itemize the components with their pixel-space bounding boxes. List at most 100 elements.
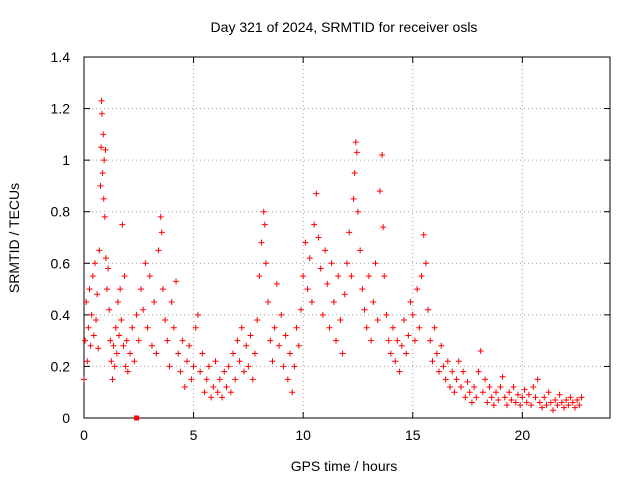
data-point bbox=[319, 311, 326, 318]
data-point bbox=[133, 311, 140, 318]
data-point bbox=[175, 350, 182, 357]
data-point bbox=[297, 306, 304, 313]
data-point bbox=[409, 311, 416, 318]
data-point bbox=[497, 384, 504, 391]
data-point bbox=[111, 363, 118, 370]
data-point bbox=[387, 350, 394, 357]
data-point bbox=[140, 306, 147, 313]
data-point bbox=[300, 273, 307, 280]
data-point bbox=[265, 298, 272, 305]
data-point bbox=[230, 350, 237, 357]
data-point bbox=[532, 394, 539, 401]
data-point bbox=[98, 144, 105, 151]
data-point bbox=[528, 402, 535, 409]
data-point bbox=[114, 298, 121, 305]
data-point bbox=[153, 350, 160, 357]
data-point bbox=[197, 368, 204, 375]
data-point bbox=[110, 342, 117, 349]
data-point bbox=[105, 265, 112, 272]
data-point bbox=[335, 273, 342, 280]
data-point bbox=[512, 399, 519, 406]
data-point bbox=[444, 358, 451, 365]
data-point bbox=[429, 358, 436, 365]
data-point bbox=[214, 389, 221, 396]
data-point bbox=[447, 384, 454, 391]
data-point bbox=[86, 286, 93, 293]
data-point bbox=[267, 337, 274, 344]
data-point bbox=[238, 324, 245, 331]
data-point bbox=[302, 239, 309, 246]
data-point bbox=[368, 337, 375, 344]
data-point bbox=[201, 389, 208, 396]
data-point bbox=[106, 306, 113, 313]
data-point bbox=[129, 324, 136, 331]
data-point bbox=[273, 280, 280, 287]
data-point bbox=[449, 368, 456, 375]
data-point bbox=[462, 394, 469, 401]
data-point bbox=[121, 273, 128, 280]
data-point bbox=[90, 332, 97, 339]
x-tick-label: 15 bbox=[405, 427, 421, 443]
data-point bbox=[317, 265, 324, 272]
data-point bbox=[350, 195, 357, 202]
data-point bbox=[104, 286, 111, 293]
data-point bbox=[186, 342, 193, 349]
data-point bbox=[392, 358, 399, 365]
data-point bbox=[405, 332, 412, 339]
data-point bbox=[313, 190, 320, 197]
data-point bbox=[351, 170, 358, 177]
x-tick-label: 10 bbox=[295, 427, 311, 443]
tick-labels: 0 5 10 15 20 0 0.2 0.4 0.6 0.8 1 1.2 1.4 bbox=[51, 49, 531, 443]
data-point bbox=[567, 394, 574, 401]
data-point bbox=[425, 306, 432, 313]
data-point bbox=[451, 389, 458, 396]
data-point bbox=[499, 373, 506, 380]
axis-ticks bbox=[83, 56, 610, 419]
data-point bbox=[539, 404, 546, 411]
data-point bbox=[101, 157, 108, 164]
data-point bbox=[501, 394, 508, 401]
data-point bbox=[554, 402, 561, 409]
outlier-point bbox=[134, 415, 140, 421]
data-point bbox=[227, 389, 234, 396]
data-point bbox=[453, 376, 460, 383]
data-point bbox=[482, 376, 489, 383]
data-point bbox=[181, 384, 188, 391]
data-point bbox=[339, 350, 346, 357]
data-point bbox=[94, 291, 101, 298]
data-point bbox=[179, 337, 186, 344]
y-tick-label: 1.4 bbox=[51, 49, 71, 65]
data-point bbox=[315, 234, 322, 241]
data-point bbox=[247, 332, 254, 339]
data-point bbox=[251, 350, 258, 357]
y-tick-label: 0.6 bbox=[51, 255, 71, 271]
data-point bbox=[166, 363, 173, 370]
data-point bbox=[144, 324, 151, 331]
data-point bbox=[322, 247, 329, 254]
data-point bbox=[466, 389, 473, 396]
data-point bbox=[93, 317, 100, 324]
x-axis-label: GPS time / hours bbox=[291, 458, 398, 474]
data-point bbox=[565, 402, 572, 409]
data-point bbox=[107, 337, 114, 344]
data-point bbox=[471, 384, 478, 391]
data-point bbox=[398, 342, 405, 349]
data-point bbox=[85, 324, 92, 331]
data-point bbox=[278, 311, 285, 318]
data-point bbox=[534, 376, 541, 383]
data-point bbox=[95, 345, 102, 352]
data-point bbox=[420, 231, 427, 238]
data-point bbox=[225, 363, 232, 370]
data-point bbox=[326, 324, 333, 331]
data-point bbox=[344, 260, 350, 267]
data-point bbox=[506, 389, 513, 396]
data-point bbox=[81, 376, 87, 383]
data-point bbox=[291, 363, 298, 370]
data-point bbox=[212, 358, 219, 365]
data-point bbox=[96, 247, 103, 254]
data-point bbox=[116, 332, 123, 339]
data-point bbox=[380, 224, 387, 231]
data-point bbox=[135, 337, 142, 344]
data-point bbox=[381, 273, 388, 280]
data-point bbox=[108, 358, 115, 365]
